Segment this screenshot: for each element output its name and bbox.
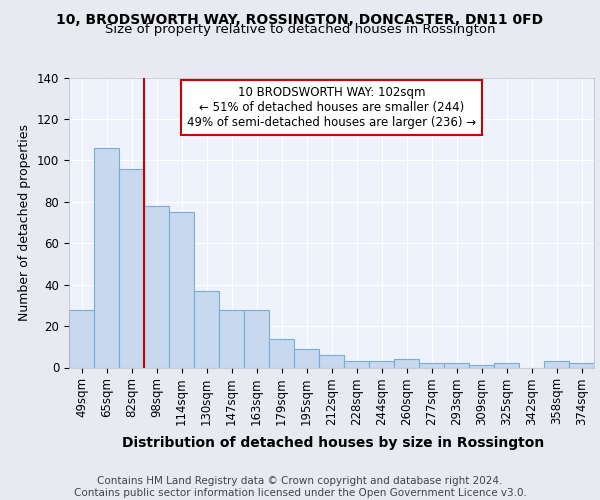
Text: Size of property relative to detached houses in Rossington: Size of property relative to detached ho…	[105, 24, 495, 36]
Text: 10 BRODSWORTH WAY: 102sqm
← 51% of detached houses are smaller (244)
49% of semi: 10 BRODSWORTH WAY: 102sqm ← 51% of detac…	[187, 86, 476, 129]
Bar	[144, 206, 169, 368]
Text: Contains HM Land Registry data © Crown copyright and database right 2024.
Contai: Contains HM Land Registry data © Crown c…	[74, 476, 526, 498]
Bar	[419, 364, 444, 368]
Bar	[319, 355, 344, 368]
Bar	[369, 362, 394, 368]
Y-axis label: Number of detached properties: Number of detached properties	[19, 124, 31, 321]
Bar	[294, 349, 319, 368]
Bar	[194, 291, 219, 368]
Bar	[269, 338, 294, 368]
Bar	[444, 364, 469, 368]
Bar	[494, 364, 519, 368]
Bar	[244, 310, 269, 368]
Bar	[94, 148, 119, 368]
Bar	[544, 362, 569, 368]
Text: 10, BRODSWORTH WAY, ROSSINGTON, DONCASTER, DN11 0FD: 10, BRODSWORTH WAY, ROSSINGTON, DONCASTE…	[56, 12, 544, 26]
Text: Distribution of detached houses by size in Rossington: Distribution of detached houses by size …	[122, 436, 544, 450]
Bar	[219, 310, 244, 368]
Bar	[69, 310, 94, 368]
Bar	[169, 212, 194, 368]
Bar	[344, 362, 369, 368]
Bar	[469, 366, 494, 368]
Bar	[119, 168, 144, 368]
Bar	[394, 359, 419, 368]
Bar	[569, 364, 594, 368]
